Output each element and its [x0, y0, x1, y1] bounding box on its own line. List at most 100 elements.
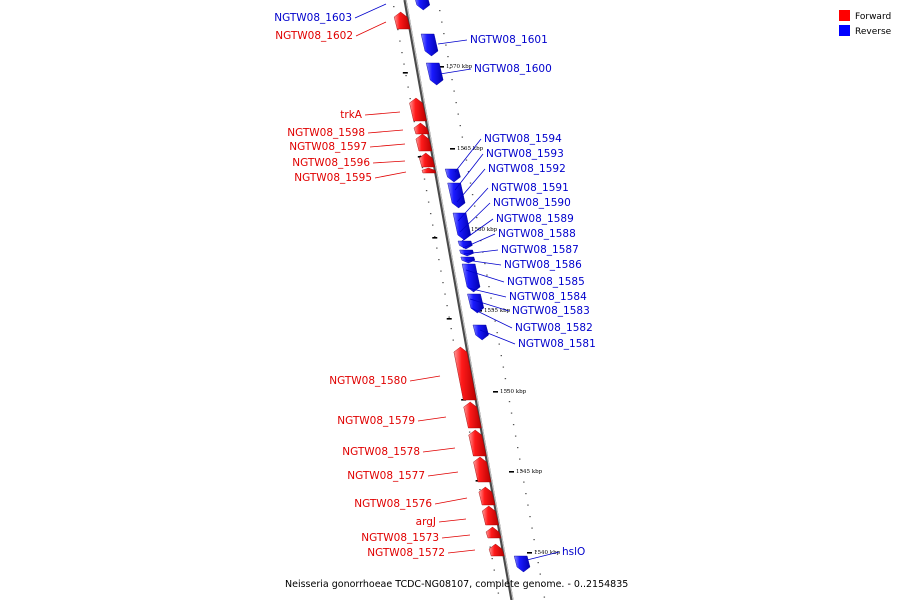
- minor-tick-right: [459, 125, 461, 127]
- gene-label-reverse-2: NGTW08_1600: [474, 63, 552, 75]
- reverse-gene-3: [444, 168, 461, 183]
- leader-line-forward-3: [369, 143, 406, 148]
- forward-gene-8: [468, 429, 487, 457]
- minor-tick-right: [473, 205, 476, 207]
- major-tick-right: [493, 391, 498, 393]
- minor-tick-left: [489, 546, 491, 548]
- minor-tick-right: [521, 470, 523, 472]
- major-tick-left: [402, 72, 408, 74]
- minor-tick-left: [407, 86, 409, 88]
- minor-tick-right: [537, 562, 539, 564]
- minor-tick-right: [510, 412, 513, 414]
- leader-line-forward-1: [364, 111, 401, 116]
- leader-line-forward-2: [367, 129, 404, 134]
- leader-line-reverse-15: [470, 307, 513, 329]
- gene-label-reverse-8: NGTW08_1589: [496, 213, 574, 225]
- gene-label-reverse-1: NGTW08_1601: [470, 34, 548, 46]
- minor-tick-right: [539, 573, 541, 575]
- reverse-gene-9: [461, 263, 481, 293]
- minor-tick-left: [440, 270, 442, 272]
- minor-tick-left: [405, 75, 407, 77]
- leader-line-forward-13: [447, 549, 476, 554]
- minor-tick-right: [525, 493, 527, 495]
- minor-tick-left: [495, 581, 498, 583]
- gene-features: [393, 0, 531, 573]
- forward-gene-0: [393, 11, 411, 30]
- legend-reverse-label: Reverse: [855, 27, 892, 37]
- gene-label-reverse-13: NGTW08_1584: [509, 291, 587, 303]
- minor-tick-right: [543, 596, 546, 598]
- reverse-gene-6: [457, 240, 473, 250]
- minor-tick-left: [446, 305, 448, 307]
- backbone-highlight: [405, 0, 514, 600]
- minor-tick-right: [484, 263, 486, 265]
- reverse-gene-7: [459, 249, 474, 257]
- minor-tick-right: [488, 286, 490, 288]
- scale-label: 1555 kbp: [484, 308, 511, 314]
- forward-gene-7: [463, 401, 482, 429]
- gene-label-forward-1: trkA: [340, 109, 363, 121]
- label-leaders: [354, 3, 560, 561]
- leader-line-forward-9: [427, 471, 459, 477]
- leader-line-reverse-16: [479, 329, 516, 345]
- minor-tick-left: [393, 6, 395, 8]
- leader-line-reverse-4: [454, 153, 484, 191]
- gene-label-reverse-17: hslO: [562, 546, 585, 558]
- forward-gene-5: [421, 167, 437, 174]
- gene-label-forward-4: NGTW08_1596: [292, 157, 370, 169]
- minor-tick-right: [535, 550, 537, 552]
- gene-label-reverse-11: NGTW08_1586: [504, 259, 582, 271]
- minor-tick-right: [443, 33, 445, 35]
- forward-gene-11: [482, 505, 499, 526]
- gene-label-reverse-16: NGTW08_1581: [518, 338, 596, 350]
- gene-label-reverse-6: NGTW08_1591: [491, 182, 569, 194]
- minor-tick-left: [409, 98, 411, 100]
- gene-label-forward-8: NGTW08_1578: [342, 446, 420, 458]
- reverse-gene-4: [447, 182, 466, 209]
- reverse-gene-2: [425, 62, 444, 86]
- minor-tick-right: [445, 44, 447, 46]
- minor-tick-left: [434, 236, 436, 238]
- gene-label-forward-0: NGTW08_1602: [275, 30, 353, 42]
- leader-line-reverse-8: [461, 218, 494, 242]
- minor-tick-left: [397, 29, 399, 31]
- gene-label-reverse-3: NGTW08_1594: [484, 133, 562, 145]
- minor-tick-right: [517, 447, 519, 449]
- leader-line-reverse-12: [465, 269, 505, 283]
- reverse-gene-11: [472, 324, 489, 341]
- minor-tick-left: [436, 247, 438, 249]
- leader-line-forward-5: [374, 171, 407, 179]
- legend-reverse-swatch: [839, 25, 850, 36]
- gene-label-forward-9: NGTW08_1577: [347, 470, 425, 482]
- leader-line-forward-4: [372, 160, 406, 164]
- gene-label-reverse-5: NGTW08_1592: [488, 163, 566, 175]
- minor-tick-right: [465, 159, 468, 161]
- scale-label: 1550 kbp: [500, 389, 527, 395]
- minor-tick-left: [452, 339, 454, 341]
- gene-label-forward-13: NGTW08_1572: [367, 547, 445, 559]
- minor-tick-right: [469, 182, 472, 184]
- scale-label: 1570 kbp: [446, 64, 473, 70]
- gene-label-forward-10: NGTW08_1576: [354, 498, 432, 510]
- minor-tick-right: [475, 217, 478, 219]
- minor-tick-right: [508, 401, 511, 403]
- leader-line-reverse-5: [456, 168, 486, 203]
- minor-tick-left: [493, 569, 495, 571]
- scale-label: 1560 kbp: [471, 227, 498, 233]
- leader-line-reverse-11: [465, 259, 502, 266]
- gene-label-reverse-0: NGTW08_1603: [274, 12, 352, 24]
- major-tick-left: [417, 156, 423, 158]
- major-tick-left: [432, 237, 438, 239]
- major-tick-left: [446, 318, 452, 320]
- gene-label-reverse-15: NGTW08_1582: [515, 322, 593, 334]
- minor-tick-right: [502, 366, 505, 368]
- minor-tick-left: [479, 489, 481, 491]
- minor-tick-right: [455, 102, 457, 104]
- minor-tick-left: [432, 224, 434, 226]
- minor-tick-right: [467, 171, 470, 173]
- gene-label-reverse-10: NGTW08_1587: [501, 244, 579, 256]
- minor-tick-right: [441, 21, 443, 23]
- reverse-gene-12: [513, 555, 531, 573]
- scale-label: 1545 kbp: [516, 469, 543, 475]
- minor-tick-left: [491, 558, 493, 560]
